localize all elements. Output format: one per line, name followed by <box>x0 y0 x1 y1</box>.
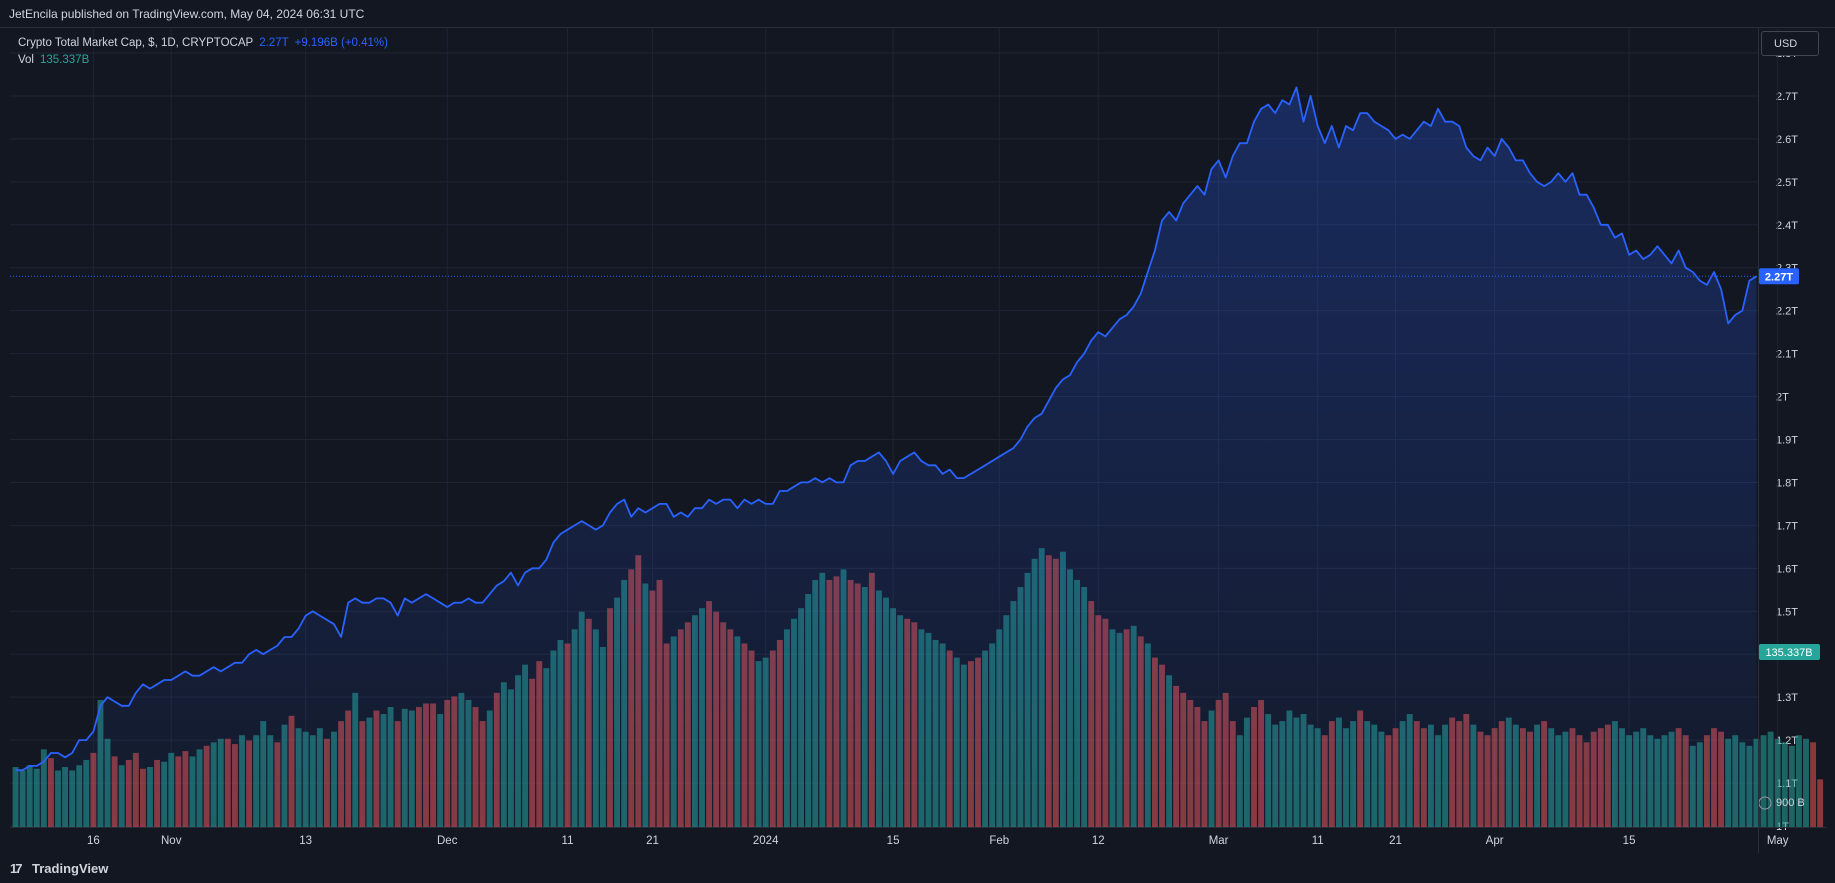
volume-axis-label: 900 B <box>1776 797 1805 809</box>
last-price-label: 2.27T <box>1765 271 1793 283</box>
publisher-line: JetEncila published on TradingView.com, … <box>9 7 365 21</box>
x-tick-label: Mar <box>1209 835 1229 847</box>
tradingview-logo[interactable]: 17 TradingView <box>10 861 108 876</box>
x-tick-label: Feb <box>989 835 1009 847</box>
publish-header: JetEncila published on TradingView.com, … <box>0 0 1835 28</box>
y-tick-label: 1.9T <box>1776 435 1798 447</box>
volume-label[interactable]: Vol <box>18 54 34 66</box>
x-tick-label: Dec <box>437 835 458 847</box>
footer-brand: TradingView <box>32 861 109 876</box>
x-tick-label: 21 <box>1389 835 1402 847</box>
tradingview-logo-icon: 17 <box>10 861 22 876</box>
volume-bar <box>1795 735 1802 827</box>
y-tick-label: 2.5T <box>1776 177 1798 189</box>
last-volume-badge <box>1759 644 1820 660</box>
y-tick-label: 2T <box>1776 392 1789 404</box>
price-area-fill <box>15 87 1757 827</box>
x-tick-label: 11 <box>562 835 574 847</box>
volume-bar <box>1760 735 1767 827</box>
x-tick-label: Nov <box>161 835 182 847</box>
x-tick-label: 13 <box>299 835 312 847</box>
currency-button[interactable]: USD <box>1761 31 1819 56</box>
legend-price: 2.27T <box>259 37 289 49</box>
x-tick-label: 15 <box>1623 835 1636 847</box>
y-tick-label: 2.4T <box>1776 220 1798 232</box>
chart-legend: Crypto Total Market Cap, $, 1D, CRYPTOCA… <box>18 35 388 69</box>
x-tick-label: 21 <box>646 835 659 847</box>
chart-frame[interactable]: 2.8T2.7T2.6T2.5T2.4T2.3T2.2T2.1T2T1.9T1.… <box>10 27 1826 853</box>
x-tick-label: 15 <box>887 835 900 847</box>
volume-bar <box>1803 738 1809 827</box>
y-tick-label: 1.5T <box>1776 606 1798 618</box>
volume-bar <box>1767 731 1774 827</box>
x-tick-label: May <box>1767 835 1789 847</box>
y-tick-label: 1.6T <box>1776 563 1798 575</box>
x-tick-label: 16 <box>87 835 100 847</box>
x-tick-label: 11 <box>1312 835 1324 847</box>
y-tick-label: 1.8T <box>1776 477 1798 489</box>
y-tick-label: 2.7T <box>1776 91 1798 103</box>
last-price-badge <box>1759 268 1799 285</box>
legend-volume: 135.337B <box>40 54 90 66</box>
y-tick-label: 1.7T <box>1776 520 1798 532</box>
y-tick-label: 1.2T <box>1776 735 1798 747</box>
volume-bar <box>1774 738 1781 827</box>
price-line <box>15 86 1757 772</box>
y-tick-label: 2.2T <box>1776 306 1798 318</box>
volume-bar <box>1810 742 1817 827</box>
volume-bar <box>1817 779 1824 827</box>
volume-bar <box>1788 745 1795 827</box>
legend-change: +9.196B (+0.41%) <box>294 37 388 49</box>
x-tick-label: 2024 <box>753 835 779 847</box>
last-volume-label: 135.337B <box>1765 647 1812 659</box>
y-tick-label: 2.6T <box>1776 134 1798 146</box>
volume-bar <box>1781 742 1788 827</box>
price-chart[interactable]: 2.8T2.7T2.6T2.5T2.4T2.3T2.2T2.1T2T1.9T1.… <box>10 27 1826 853</box>
footer: 17 TradingView <box>0 853 1835 883</box>
y-tick-label: 1.3T <box>1776 692 1798 704</box>
x-tick-label: 12 <box>1092 835 1105 847</box>
y-tick-label: 2.1T <box>1776 349 1798 361</box>
x-tick-label: Apr <box>1486 835 1504 847</box>
symbol-title[interactable]: Crypto Total Market Cap, $, 1D, CRYPTOCA… <box>18 37 254 49</box>
